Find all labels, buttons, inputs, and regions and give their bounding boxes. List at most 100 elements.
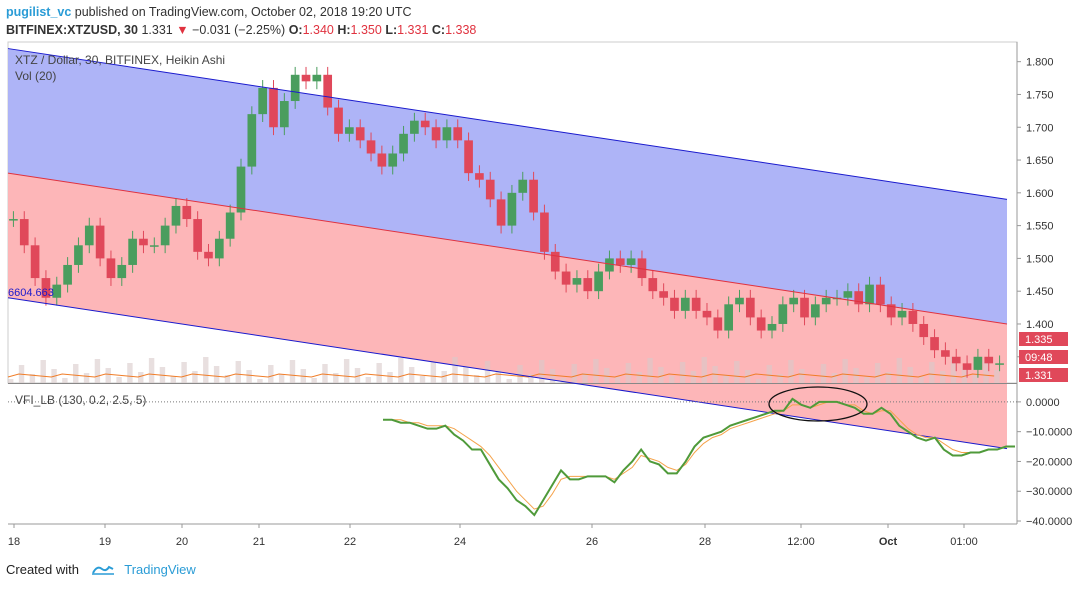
candle-body <box>984 356 994 364</box>
volume-bar <box>896 358 903 383</box>
candle-body <box>9 219 18 221</box>
candle-body <box>30 245 40 279</box>
candle-body <box>193 219 202 252</box>
candle-body <box>214 238 224 259</box>
volume-bar <box>148 358 155 383</box>
publish-info: pugilist_vc published on TradingView.com… <box>6 3 412 21</box>
time-axis-label: 12:00 <box>787 536 815 548</box>
volume-bar <box>62 378 68 383</box>
volume-bar <box>983 361 989 383</box>
symbol-label: BITFINEX:XTZUSD, 30 <box>6 23 138 37</box>
candle-body <box>388 153 398 167</box>
volume-bar <box>549 369 556 383</box>
volume-bar <box>994 370 1000 383</box>
volume-bar <box>939 371 946 383</box>
candle-body <box>410 120 419 134</box>
candle-body <box>420 120 430 128</box>
candle-body <box>767 323 777 331</box>
volume-bar <box>441 371 447 383</box>
candle-body <box>778 304 788 324</box>
volume-bar <box>831 373 838 383</box>
candle-body <box>735 297 744 305</box>
time-axis-label: 24 <box>454 536 466 548</box>
tradingview-logo-icon[interactable] <box>91 563 115 575</box>
candle-body <box>702 310 712 318</box>
mid-channel-line <box>7 172 1008 325</box>
candle-body <box>908 310 918 324</box>
candle-body <box>225 212 235 239</box>
candle-body <box>843 291 853 298</box>
candle-body <box>182 205 192 220</box>
candle-body <box>84 225 94 246</box>
volume-bar <box>604 368 610 383</box>
candle-body <box>745 297 755 318</box>
time-axis-label: 20 <box>176 536 188 548</box>
volume-bar <box>235 361 241 383</box>
volume-bar <box>192 371 198 383</box>
time-axis-label: 26 <box>586 536 598 548</box>
volume-bar <box>755 379 762 383</box>
volume-bar <box>73 364 79 383</box>
volume-bar <box>473 375 480 383</box>
candle-body <box>572 278 582 285</box>
volume-bar <box>809 378 816 383</box>
candle-body <box>41 278 51 298</box>
volume-bar <box>647 358 653 383</box>
last-price: 1.331 <box>141 23 173 37</box>
candle-body <box>821 297 831 305</box>
candle-body <box>897 310 907 318</box>
candle-body <box>540 212 549 252</box>
volume-ma-line <box>7 373 995 378</box>
time-axis-label: 22 <box>344 536 356 548</box>
volume-bar <box>138 372 144 383</box>
volume-bar <box>365 377 372 383</box>
candle-body <box>518 179 528 193</box>
candle-body <box>691 297 701 311</box>
author-name[interactable]: pugilist_vc <box>6 5 72 19</box>
chart-canvas[interactable]: XTZ / Dollar, 30, BITFINEX, Heikin Ashi V… <box>0 40 1080 556</box>
candle-body <box>886 304 896 318</box>
volume-bar <box>105 368 111 383</box>
candle-body <box>756 317 766 331</box>
price-label-box <box>1019 368 1068 382</box>
volume-bar <box>213 366 220 383</box>
volume-bar <box>170 376 176 383</box>
volume-bar <box>127 363 133 383</box>
volume-bar <box>528 374 534 383</box>
candle-body <box>496 199 506 226</box>
pane-separator <box>8 383 1017 384</box>
volume-bar <box>94 359 101 383</box>
candle-body <box>117 264 127 279</box>
time-axis-label: 19 <box>99 536 111 548</box>
volume-left-label: 6604.663 <box>8 287 54 299</box>
volume-bar <box>582 373 588 383</box>
volume-bar <box>40 360 46 383</box>
volume-bar <box>419 376 426 383</box>
tradingview-link[interactable]: TradingView <box>124 562 196 577</box>
candle-body <box>854 291 864 305</box>
low-label: L: <box>385 23 398 37</box>
candle-body <box>637 258 647 279</box>
volume-bar <box>972 375 978 383</box>
candle-body <box>366 140 376 154</box>
volume-bar <box>116 377 122 383</box>
volume-bar <box>83 373 90 383</box>
candle-body <box>529 179 538 213</box>
volume-bar <box>929 362 935 383</box>
candle-body <box>19 219 29 246</box>
volume-bar <box>864 377 870 383</box>
created-with-text: Created with <box>6 562 79 577</box>
volume-bar <box>679 362 686 383</box>
candle-body <box>442 127 452 141</box>
volume-bar <box>593 359 599 383</box>
volume-bar <box>723 375 729 383</box>
candle-body <box>345 127 354 134</box>
candle-body <box>605 258 614 272</box>
symbol-bar: BITFINEX:XTZUSD, 30 1.331 ▼ −0.031 (−2.2… <box>6 21 476 39</box>
time-axis-label: 28 <box>699 536 711 548</box>
volume-bar <box>701 357 707 383</box>
volume-bar <box>257 379 263 383</box>
candle-body <box>507 192 517 226</box>
volume-bar <box>268 365 274 383</box>
close-label: C: <box>431 23 446 37</box>
